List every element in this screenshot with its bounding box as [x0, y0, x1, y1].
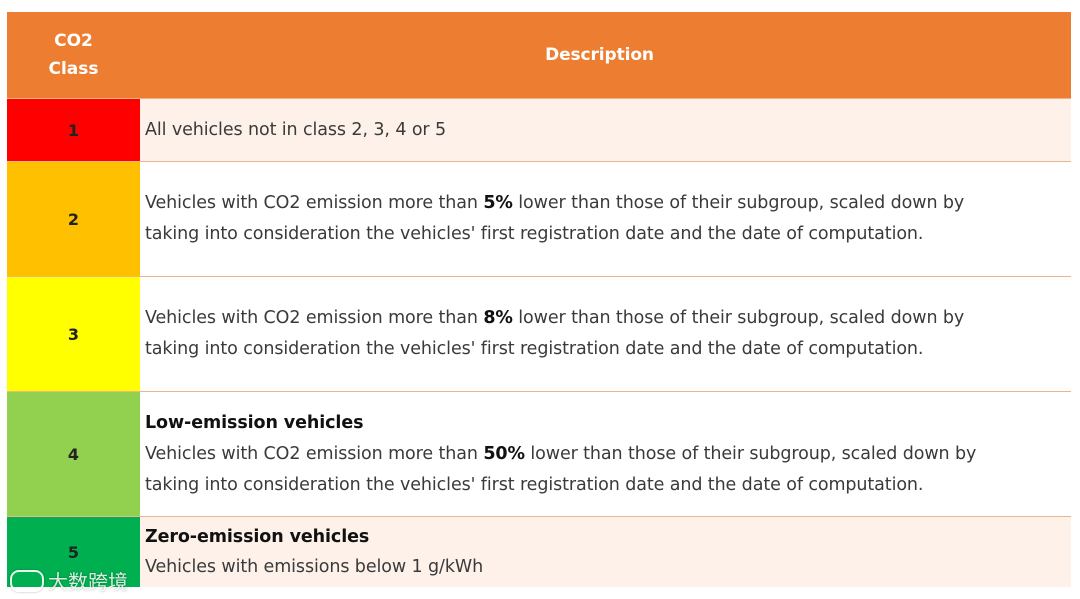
description-cell: All vehicles not in class 2, 3, 4 or 5: [140, 99, 1071, 161]
header-class-line1: CO2: [54, 31, 93, 51]
description-text: Vehicles with CO2 emission more than: [145, 193, 484, 213]
percentage-value: 8%: [483, 308, 513, 328]
watermark-text: 大数跨境: [48, 570, 128, 594]
table-row-class-2: 2 Vehicles with CO2 emission more than 5…: [7, 162, 1071, 277]
description-text: Vehicles with CO2 emission more than: [145, 443, 484, 464]
description-text: Vehicles with CO2 emission more than: [145, 308, 484, 328]
table-row-class-5: 5 Zero-emission vehicles Vehicles with e…: [7, 517, 1071, 587]
row-title: Low-emission vehicles: [145, 412, 364, 433]
description-text: lower than those of their subgroup, scal…: [512, 308, 965, 328]
description-text: lower than those of their subgroup, scal…: [512, 193, 965, 213]
description-cell: Vehicles with CO2 emission more than 8% …: [140, 277, 1071, 391]
header-class-line2: Class: [48, 59, 99, 79]
percentage-value: 5%: [483, 193, 513, 213]
description-cell: Vehicles with CO2 emission more than 5% …: [140, 162, 1071, 276]
class-cell: 2: [7, 162, 140, 276]
description-text: All vehicles not in class 2, 3, 4 or 5: [145, 119, 447, 140]
table-row-class-3: 3 Vehicles with CO2 emission more than 8…: [7, 277, 1071, 392]
description-cell: Zero-emission vehicles Vehicles with emi…: [140, 517, 1071, 587]
description-text: Vehicles with emissions below 1 g/kWh: [145, 557, 484, 577]
description-cell: Low-emission vehicles Vehicles with CO2 …: [140, 392, 1071, 516]
co2-class-table: CO2 Class Description 1 All vehicles not…: [7, 12, 1071, 587]
class-cell: 5: [7, 517, 140, 587]
table-row-class-4: 4 Low-emission vehicles Vehicles with CO…: [7, 392, 1071, 517]
table-header-row: CO2 Class Description: [7, 12, 1071, 99]
description-line-2: taking into consideration the vehicles' …: [145, 224, 924, 244]
description-text: lower than those of their subgroup, scal…: [524, 443, 977, 464]
description-line-1: Vehicles with CO2 emission more than 5% …: [145, 188, 1059, 219]
row-title: Zero-emission vehicles: [145, 527, 370, 547]
watermark-logo-icon: [10, 569, 44, 592]
percentage-value: 50%: [483, 443, 525, 464]
description-line-2: taking into consideration the vehicles' …: [145, 474, 924, 495]
description-line-1: Vehicles with CO2 emission more than 8% …: [145, 303, 1059, 334]
class-cell: 3: [7, 277, 140, 391]
watermark: 大数跨境: [10, 566, 128, 595]
description-line-2: taking into consideration the vehicles' …: [145, 339, 924, 359]
header-co2-class: CO2 Class: [7, 12, 140, 98]
class-cell: 1: [7, 99, 140, 161]
description-line-1: Vehicles with CO2 emission more than 50%…: [145, 439, 1059, 470]
table-row-class-1: 1 All vehicles not in class 2, 3, 4 or 5: [7, 99, 1071, 162]
header-description: Description: [545, 44, 654, 65]
class-cell: 4: [7, 392, 140, 516]
